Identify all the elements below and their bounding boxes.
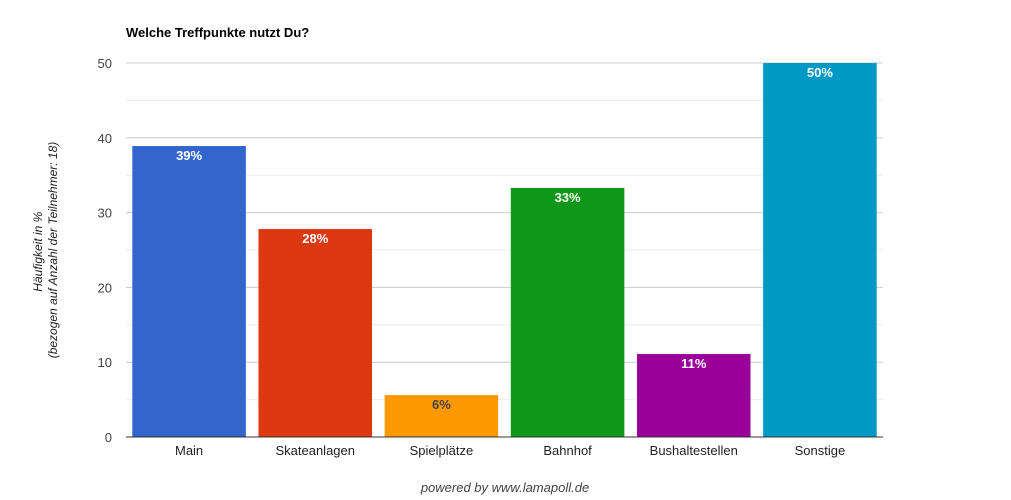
- x-category-label: Bahnhof: [543, 443, 592, 458]
- bar: [258, 229, 373, 437]
- x-axis-categories: Main Skateanlagen Spielplätze Bahnhof Bushal…: [175, 443, 845, 458]
- chart-title: Welche Treffpunkte nutzt Du?: [126, 25, 309, 40]
- y-tick-label: 50: [98, 56, 112, 71]
- y-axis-ticks: 0 10 20 30 40 50: [98, 56, 112, 445]
- data-label: 39%: [176, 148, 202, 163]
- y-axis-label-line2: (bezogen auf Anzahl der Teilnehmer: 18): [46, 142, 60, 359]
- data-labels: 39% 28% 6% 33% 11% 50%: [176, 65, 833, 412]
- gridlines: [126, 62, 883, 438]
- bar: [763, 63, 877, 437]
- x-category-label: Bushaltestellen: [650, 443, 738, 458]
- data-label: 33%: [555, 190, 581, 205]
- x-category-label: Spielplätze: [410, 443, 474, 458]
- y-tick-label: 20: [98, 280, 112, 295]
- x-category-label: Sonstige: [795, 443, 846, 458]
- data-label: 28%: [302, 231, 328, 246]
- bar: [510, 187, 625, 437]
- y-tick-label: 10: [98, 355, 112, 370]
- footer-credit: powered by www.lamapoll.de: [420, 480, 589, 495]
- bars: [132, 63, 877, 437]
- y-axis-label: Häufigkeit in % (bezogen auf Anzahl der …: [31, 142, 60, 359]
- y-tick-label: 30: [98, 206, 112, 221]
- bar: [384, 395, 499, 437]
- data-label: 50%: [807, 65, 833, 80]
- y-tick-label: 40: [98, 131, 112, 146]
- data-label: 6%: [432, 397, 451, 412]
- bar: [132, 146, 246, 437]
- x-category-label: Skateanlagen: [275, 443, 355, 458]
- y-axis-label-line1: Häufigkeit in %: [31, 211, 45, 291]
- y-tick-label: 0: [105, 430, 112, 445]
- data-label: 11%: [681, 356, 707, 371]
- x-category-label: Main: [175, 443, 203, 458]
- bar: [636, 353, 751, 437]
